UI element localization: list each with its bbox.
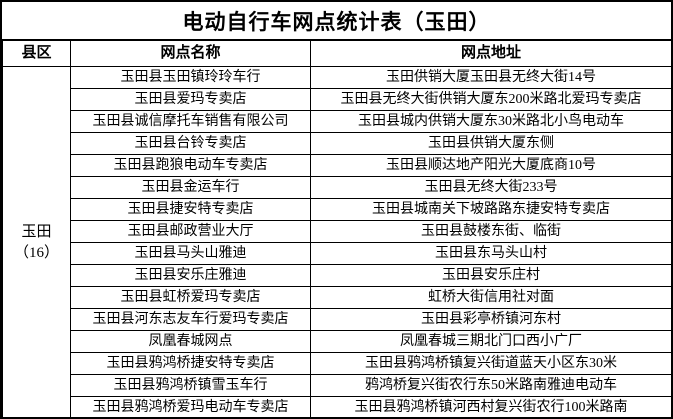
shop-name-cell: 玉田县河东志友车行爱玛专卖店 [70,308,311,331]
col-header-county: 县区 [2,40,71,67]
shop-name-cell: 玉田县跑狼电动车专卖店 [70,154,311,177]
shop-address-cell: 玉田县城南关下坡路路东捷安特专卖店 [310,198,671,221]
shop-name-cell: 玉田县玉田镇玲玲车行 [70,66,311,89]
shop-name-cell: 玉田县爱玛专卖店 [70,88,311,111]
header-row: 县区 网点名称 网点地址 [2,40,671,67]
shop-name-cell: 玉田县马头山雅迪 [70,242,311,265]
table-row: 玉田县捷安特专卖店 玉田县城南关下坡路路东捷安特专卖店 [3,198,671,221]
shop-address-cell: 玉田县鸦鸿桥镇复兴街道蓝天小区东30米 [310,352,671,375]
shop-name-cell: 玉田县台铃专卖店 [70,132,311,155]
table-row: 玉田县鸦鸿桥爱玛电动车专卖店 玉田县鸦鸿桥镇河西村复兴街农行100米路南 [3,396,671,417]
shop-name-cell: 玉田县虹桥爱玛专卖店 [70,286,311,309]
table-row: 玉田县鸦鸿桥捷安特专卖店 玉田县鸦鸿桥镇复兴街道蓝天小区东30米 [3,352,671,375]
county-cell: 玉田 （16） [2,66,71,417]
table-row: 玉田县虹桥爱玛专卖店 虹桥大街信用社对面 [3,286,671,309]
table-title: 电动自行车网点统计表（玉田） [2,2,671,40]
table-row: 玉田县金运车行 玉田县无终大街233号 [3,176,671,199]
shop-address-cell: 玉田县鼓楼东街、临街 [310,220,671,243]
county-count: （16） [13,244,59,261]
shop-address-cell: 玉田县无终大街供销大厦东200米路北爱玛专卖店 [310,88,671,111]
shop-name-cell: 玉田县诚信摩托车销售有限公司 [70,110,311,133]
col-header-address: 网点地址 [310,40,671,67]
shop-name-cell: 凤凰春城网点 [70,330,311,353]
shop-name-cell: 玉田县鸦鸿桥镇雪玉车行 [70,374,311,397]
table-row: 玉田县台铃专卖店 玉田县供销大厦东侧 [3,132,671,155]
table-row: 玉田县跑狼电动车专卖店 玉田县顺达地产阳光大厦底商10号 [3,154,671,177]
shop-address-cell: 玉田县彩亭桥镇河东村 [310,308,671,331]
table-row: 玉田县安乐庄雅迪 玉田县安乐庄村 [3,264,671,287]
shop-address-cell: 玉田县无终大街233号 [310,176,671,199]
shop-address-cell: 玉田县城内供销大厦东30米路北小鸟电动车 [310,110,671,133]
table-row: 玉田县鸦鸿桥镇雪玉车行 鸦鸿桥复兴街农行东50米路南雅迪电动车 [3,374,671,397]
shop-name-cell: 玉田县邮政营业大厅 [70,220,311,243]
shop-address-cell: 鸦鸿桥复兴街农行东50米路南雅迪电动车 [310,374,671,397]
table-row: 玉田县诚信摩托车销售有限公司 玉田县城内供销大厦东30米路北小鸟电动车 [3,110,671,133]
shop-address-cell: 玉田县鸦鸿桥镇河西村复兴街农行100米路南 [310,396,671,417]
table-row: 凤凰春城网点 凤凰春城三期北门口西小广厂 [3,330,671,353]
shop-address-cell: 玉田县顺达地产阳光大厦底商10号 [310,154,671,177]
shop-name-cell: 玉田县安乐庄雅迪 [70,264,311,287]
shop-address-cell: 玉田县东马头山村 [310,242,671,265]
table-body: 玉田 （16） 玉田县玉田镇玲玲车行 玉田供销大厦玉田县无终大街14号 玉田县爱玛专卖店… [2,66,671,417]
table-row: 玉田县河东志友车行爱玛专卖店 玉田县彩亭桥镇河东村 [3,308,671,331]
shop-address-cell: 玉田供销大厦玉田县无终大街14号 [310,66,671,89]
county-name: 玉田 [21,224,52,241]
table-row: 玉田县马头山雅迪 玉田县东马头山村 [3,242,671,265]
col-header-name: 网点名称 [70,40,311,67]
table-row: 玉田县爱玛专卖店 玉田县无终大街供销大厦东200米路北爱玛专卖店 [3,88,671,111]
shop-name-cell: 玉田县鸦鸿桥爱玛电动车专卖店 [70,396,311,417]
network-points-table: 县区 网点名称 网点地址 玉田 （16） 玉田县玉田镇玲玲车行 玉田供销大厦玉田县无终… [2,40,671,417]
shop-address-cell: 凤凰春城三期北门口西小广厂 [310,330,671,353]
shop-address-cell: 玉田县供销大厦东侧 [310,132,671,155]
table-row: 玉田县邮政营业大厅 玉田县鼓楼东街、临街 [3,220,671,243]
shop-name-cell: 玉田县金运车行 [70,176,311,199]
shop-name-cell: 玉田县鸦鸿桥捷安特专卖店 [70,352,311,375]
shop-address-cell: 虹桥大街信用社对面 [310,286,671,309]
shop-address-cell: 玉田县安乐庄村 [310,264,671,287]
shop-name-cell: 玉田县捷安特专卖店 [70,198,311,221]
table-row: 玉田 （16） 玉田县玉田镇玲玲车行 玉田供销大厦玉田县无终大街14号 [2,66,671,417]
